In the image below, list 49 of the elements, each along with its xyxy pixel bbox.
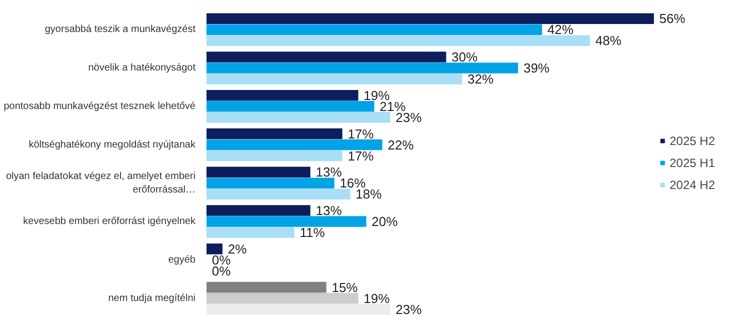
bar [206, 52, 446, 62]
data-label: 17% [348, 126, 374, 142]
data-label: 39% [523, 60, 550, 76]
bar [206, 74, 462, 84]
bar [206, 166, 310, 178]
y-tick-label: gyorsabbá teszik a munkavégzést [44, 24, 196, 36]
data-label: 23% [396, 302, 422, 317]
bar [206, 244, 222, 254]
y-tick-label: nem tudja megítélni [108, 292, 196, 304]
bar [206, 178, 334, 189]
bar [206, 100, 374, 112]
data-label: 32% [468, 72, 494, 86]
bar [206, 292, 358, 304]
y-tick-label: növelik a hatékonyságot [88, 62, 196, 74]
bar [206, 188, 350, 200]
data-label: 48% [595, 33, 622, 48]
bar [206, 282, 326, 293]
data-label: 17% [348, 148, 374, 164]
data-label: 56% [659, 11, 686, 26]
data-label: 13% [316, 203, 342, 218]
bar [206, 112, 390, 123]
y-tick-label: egyéb [168, 254, 196, 266]
data-label: 11% [300, 225, 326, 240]
y-tick-label: olyan feladatokat végez el, amelyet emberi erőforrással… [6, 171, 196, 196]
data-label: 22% [388, 137, 414, 152]
bar [206, 227, 294, 238]
y-tick-label: kevesebb emberi erőforrást igényelnek [23, 216, 196, 228]
bar [206, 62, 518, 74]
data-label: 15% [332, 280, 358, 295]
data-label: 30% [452, 49, 478, 64]
bar [206, 90, 358, 101]
legend-label: 2025 H2 [670, 134, 715, 148]
legend-label: 2025 H1 [670, 156, 715, 170]
data-label: 13% [316, 164, 342, 180]
legend-label: 2024 H2 [670, 178, 715, 192]
bar [206, 216, 366, 227]
bar [206, 128, 342, 140]
bar [206, 139, 382, 150]
y-tick-label: pontosabb munkavégzést tesznek lehetővé [4, 100, 196, 112]
bar [206, 304, 390, 315]
y-tick-label: költséghatékony megoldást nyújtanak [28, 139, 196, 150]
data-label: 42% [547, 22, 574, 38]
bar [206, 205, 310, 216]
data-label: 19% [364, 290, 390, 306]
data-label: 20% [372, 214, 398, 230]
bar [206, 13, 654, 24]
bar [206, 35, 590, 46]
bar [206, 150, 342, 162]
bar [206, 24, 542, 36]
